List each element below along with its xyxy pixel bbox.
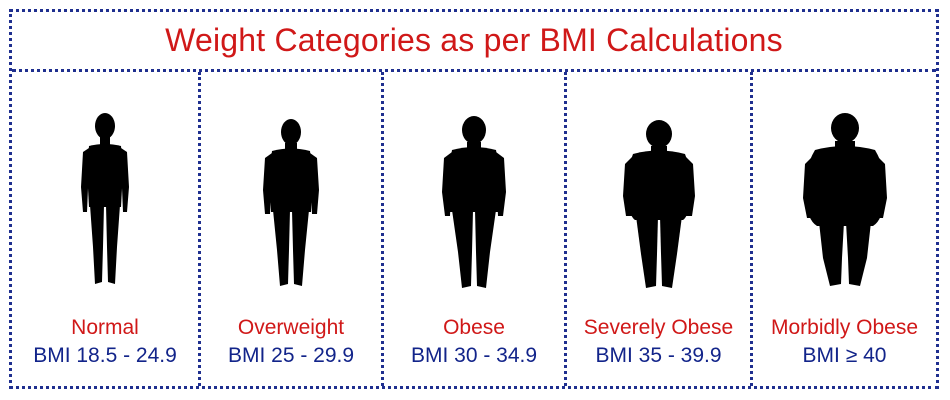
category-name: Obese — [443, 316, 505, 339]
bmi-infographic-frame: Weight Categories as per BMI Calculation… — [9, 9, 939, 389]
obese-silhouette-icon — [384, 112, 564, 292]
category-name: Overweight — [237, 316, 345, 339]
category-name: Normal — [71, 316, 139, 339]
page-title: Weight Categories as per BMI Calculation… — [165, 22, 783, 58]
category-panel-severely-obese: Severely Obese BMI 35 - 39.9 — [564, 72, 750, 386]
category-name: Morbidly Obese — [770, 316, 919, 339]
category-panel-overweight: Overweight BMI 25 - 29.9 — [198, 72, 381, 386]
category-panels: Normal BMI 18.5 - 24.9 Overweigh — [12, 72, 936, 386]
severely-obese-silhouette-icon — [567, 112, 750, 292]
overweight-silhouette-icon — [201, 112, 381, 292]
category-bmi-range: BMI 25 - 29.9 — [227, 344, 355, 367]
category-panel-obese: Obese BMI 30 - 34.9 — [381, 72, 564, 386]
category-bmi-range: BMI 18.5 - 24.9 — [33, 344, 177, 367]
category-bmi-range: BMI ≥ 40 — [802, 344, 887, 367]
morbidly-obese-silhouette-icon — [753, 112, 936, 292]
title-row: Weight Categories as per BMI Calculation… — [12, 12, 936, 72]
category-name: Severely Obese — [583, 316, 734, 339]
category-bmi-range: BMI 30 - 34.9 — [410, 344, 538, 367]
normal-silhouette-icon — [12, 112, 198, 292]
category-panel-normal: Normal BMI 18.5 - 24.9 — [12, 72, 198, 386]
category-panel-morbidly-obese: Morbidly Obese BMI ≥ 40 — [750, 72, 936, 386]
category-bmi-range: BMI 35 - 39.9 — [595, 344, 722, 367]
